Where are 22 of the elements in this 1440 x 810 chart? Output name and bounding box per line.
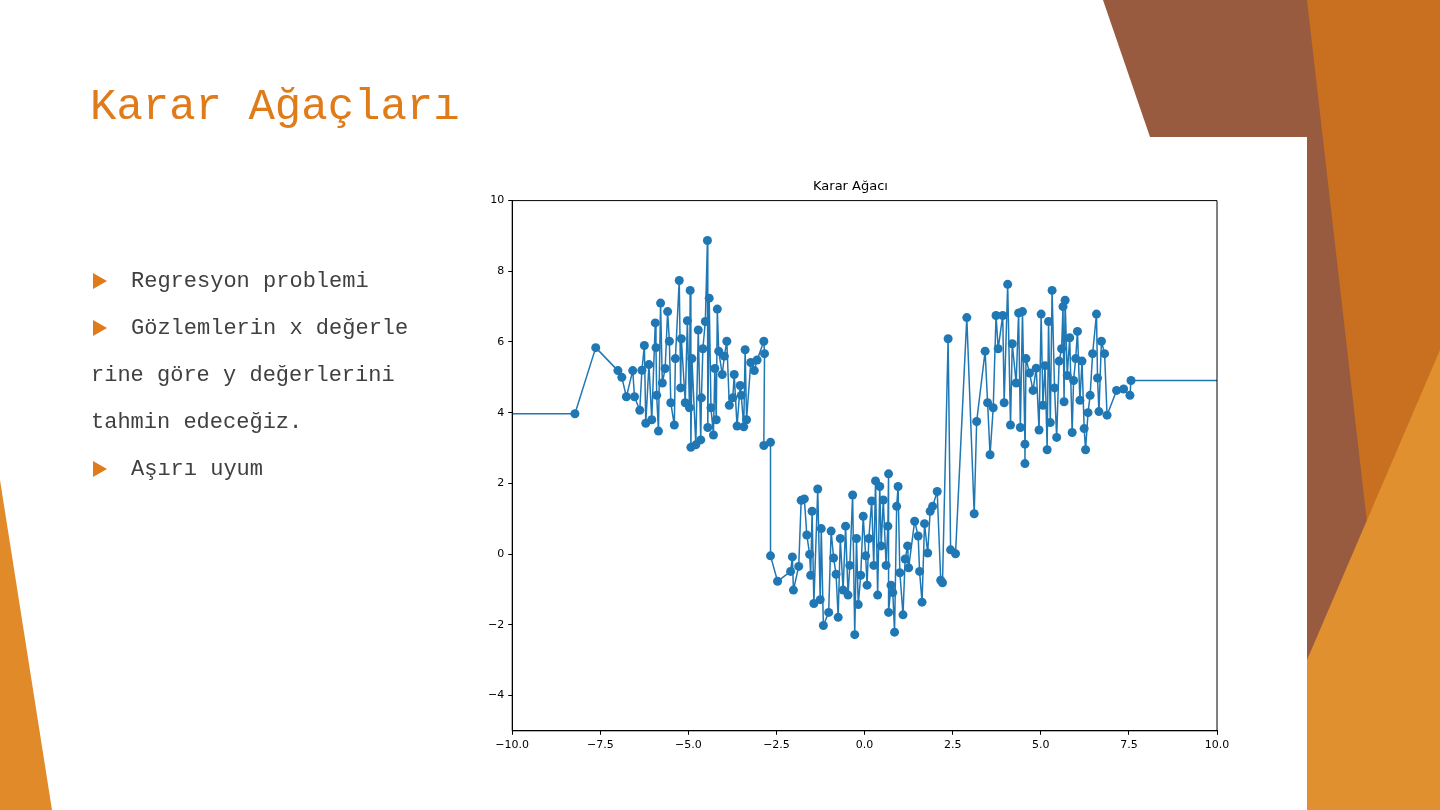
x-tick-label: 2.5	[943, 738, 962, 752]
x-tick-label: −2.5	[763, 738, 790, 752]
x-tick-label: 10.0	[1204, 738, 1230, 752]
y-tick-label: 10	[490, 193, 505, 207]
text: Gözlemlerin x değerlerine göre y değerlerini tahmin edeceğiz.	[91, 315, 410, 437]
chart-title: Karar Ağacı	[813, 178, 888, 194]
y-tick-label: 6	[497, 334, 505, 348]
x-tick-label: −5.0	[675, 738, 702, 752]
x-tick-label: 7.5	[1120, 738, 1138, 752]
text: Karar Ağaçları	[90, 82, 460, 132]
x-tick-label: 5.0	[1032, 738, 1050, 752]
y-tick-label: 4	[497, 405, 505, 419]
y-tick-label: −4	[488, 688, 505, 702]
x-tick-label: −7.5	[586, 738, 614, 752]
text: Aşırı uyum	[130, 456, 265, 484]
x-tick-label: 0.0	[855, 738, 874, 752]
y-tick-label: 8	[497, 264, 505, 278]
text: Regresyon problemi	[130, 268, 370, 296]
y-tick-label: −2	[488, 617, 505, 631]
y-tick-label: 2	[497, 476, 505, 490]
x-tick-label: −10.0	[495, 738, 530, 752]
y-tick-label: 0	[497, 546, 505, 560]
